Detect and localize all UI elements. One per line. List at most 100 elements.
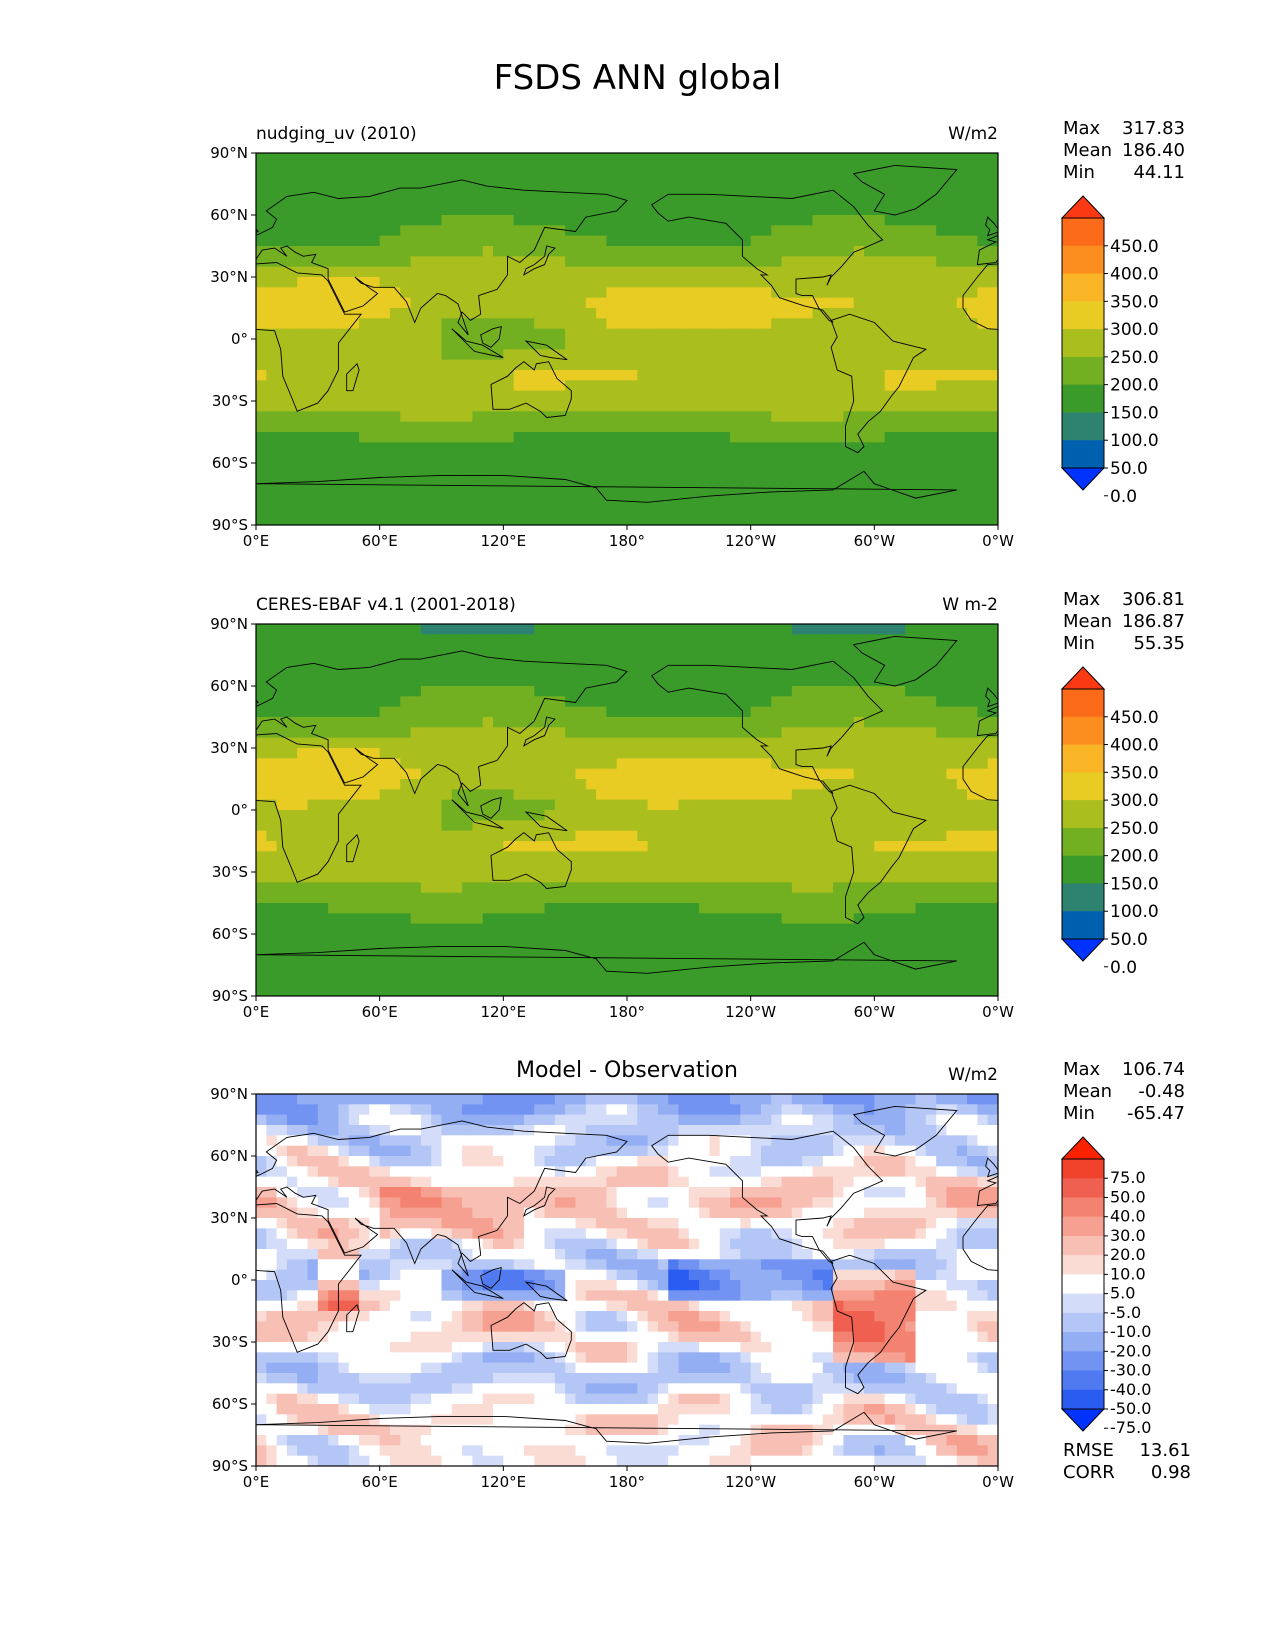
field-cell [338,892,350,904]
coastline-japan [523,245,556,276]
field-cell [627,153,638,164]
field-cell [864,913,875,925]
field-cell [286,184,298,195]
field-cell [297,768,309,780]
field-cell [781,370,793,381]
field-cell [678,706,690,718]
field-cell [822,411,834,423]
field-cell [956,163,968,175]
field-cell [791,748,803,759]
field-cell [585,944,597,956]
field-cell [606,153,618,164]
field-cell [977,370,989,381]
field-cell [348,810,360,821]
field-cell [791,696,803,708]
field-cell [513,799,525,811]
field-cell [657,748,669,759]
field-cell [286,483,298,495]
field-cell [647,390,659,402]
field-cell [946,624,958,635]
field-cell [637,411,649,423]
field-cell [709,696,721,708]
field-cell [534,163,546,175]
field-cell [864,235,875,247]
field-cell [719,452,731,464]
field-cell [369,442,381,454]
field-cell [822,339,834,350]
field-cell [493,841,504,852]
field-cell [297,297,309,309]
field-cell [802,686,814,697]
field-cell [276,463,288,474]
field-cell [513,748,525,759]
field-cell [565,644,577,656]
field-cell [307,297,319,309]
field-cell [627,758,638,770]
field-cell [451,717,463,728]
field-cell [523,768,535,780]
field-cell [802,370,814,381]
field-cell [657,204,669,216]
field-cell [266,892,278,904]
field-cell [915,861,927,873]
field-cell [410,768,422,780]
field-cell [286,514,298,525]
field-cell [596,758,607,770]
field-cell [348,768,360,780]
field-cell [719,266,731,278]
field-cell [369,173,381,185]
field-cell [348,442,360,454]
field-cell [286,830,298,842]
field-cell [348,483,360,495]
field-cell [781,246,793,257]
field-cell [936,339,948,350]
field-cell [379,779,391,790]
field-cell [441,624,453,635]
field-cell [730,655,741,666]
field-cell [771,339,783,350]
field-cell [554,810,566,821]
field-cell [740,913,752,925]
field-cell [730,934,741,945]
field-cell [616,401,628,412]
field-cell [771,696,783,708]
field-cell [575,665,587,677]
field-cell [936,411,948,423]
field-cell [709,504,721,516]
field-cell [389,204,401,216]
field-cell [307,675,319,687]
field-cell [678,194,690,206]
field-cell [565,882,577,894]
field-cell [431,297,443,309]
field-cell [554,287,566,299]
field-cell [688,442,700,454]
field-cell [956,892,968,904]
field-cell [719,706,731,718]
field-cell [657,675,669,687]
field-cell [750,892,762,904]
field-cell [400,421,412,433]
field-cell [936,308,948,319]
field-cell [534,768,546,780]
field-cell [348,297,360,309]
field-cell [967,246,978,257]
field-cell [730,923,741,935]
field-cell [410,624,422,635]
field-cell [462,277,474,288]
field-cell [791,246,803,257]
field-cell [523,215,535,226]
field-cell [874,266,886,278]
field-cell [668,758,680,770]
field-cell [833,318,845,330]
field-cell [874,380,886,392]
field-cell [616,514,628,525]
field-cell [369,644,381,656]
field-cell [266,308,278,319]
field-cell [802,287,814,299]
field-cell [266,851,278,863]
field-cell [554,737,566,749]
field-cell [657,820,669,832]
field-cell [791,675,803,687]
field-cell [977,225,989,237]
field-cell [472,944,484,956]
